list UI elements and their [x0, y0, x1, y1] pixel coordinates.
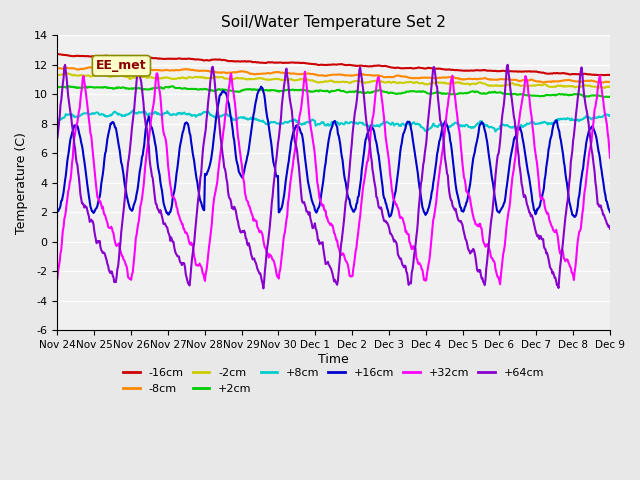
Y-axis label: Temperature (C): Temperature (C) [15, 132, 28, 234]
Title: Soil/Water Temperature Set 2: Soil/Water Temperature Set 2 [221, 15, 446, 30]
Legend: -16cm, -8cm, -2cm, +2cm, +8cm, +16cm, +32cm, +64cm: -16cm, -8cm, -2cm, +2cm, +8cm, +16cm, +3… [118, 364, 548, 398]
Text: EE_met: EE_met [96, 59, 147, 72]
X-axis label: Time: Time [318, 353, 349, 366]
